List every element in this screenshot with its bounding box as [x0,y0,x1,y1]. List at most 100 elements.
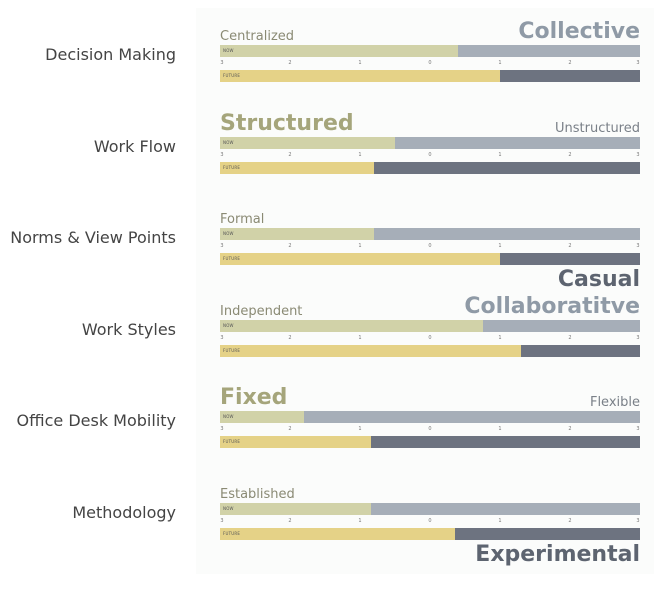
x-tick-label: 2 [568,60,572,66]
future-bar: FUTURE [220,436,640,448]
x-tick-label: 2 [568,151,572,158]
x-tick-label: 1 [498,243,502,249]
now-bar-fill [220,228,374,240]
x-tick-label: 0 [428,151,432,158]
future-bar: FUTURE [220,527,640,540]
x-axis-ticks: 3 2 1 0 1 2 3 [220,426,640,434]
row-label: Office Desk Mobility [16,411,176,430]
x-tick-label: 3 [220,334,224,341]
now-bar-rest [482,319,640,332]
x-tick-label: 3 [220,426,224,432]
left-pole-label: Centralized [220,29,295,44]
row-label: Methodology [72,502,176,522]
x-tick-label: 1 [358,243,362,249]
x-tick-label: 2 [288,334,292,341]
row-label: Norms & View Points [10,228,176,247]
future-bar-rest [454,527,640,540]
future-bar-label: FUTURE [223,73,241,78]
x-tick-label: 3 [636,151,640,158]
x-axis-ticks: 3 2 1 0 1 2 3 [220,152,640,160]
right-pole-label: Collective [518,19,640,44]
left-pole-label: Structured [220,110,354,136]
x-tick-label: 3 [220,243,224,249]
x-tick-label: 2 [288,517,292,524]
left-pole-label: Established [220,486,295,502]
x-tick-label: 3 [636,334,640,341]
future-bar: FUTURE [220,344,640,357]
row-label: Work Flow [93,136,176,156]
x-tick-label: 3 [220,151,224,158]
now-bar-label: NOW [223,505,234,511]
now-bar-label: NOW [223,231,234,236]
x-axis-ticks: 3 2 1 0 1 2 3 [220,243,640,251]
future-bar-rest [521,344,640,357]
x-tick-label: 2 [288,60,292,66]
x-tick-label: 0 [428,334,432,341]
x-tick-label: 1 [358,60,362,66]
x-tick-label: 3 [636,60,640,66]
future-bar-rest [500,70,640,82]
future-bar-fill [220,527,455,540]
future-bar: FUTURE [220,70,640,82]
now-bar-fill [220,411,304,423]
now-bar: NOW [220,502,640,515]
now-bar-rest [374,228,640,240]
row-label: Work Styles [81,319,176,339]
x-tick-label: 1 [498,151,502,158]
now-bar-fill [220,319,483,332]
x-tick-label: 2 [568,517,572,524]
x-tick-label: 1 [358,517,362,524]
now-bar: NOW [220,319,640,332]
future-bar: FUTURE [220,253,640,265]
now-bar: NOW [220,411,640,423]
x-tick-label: 2 [288,426,292,432]
future-bar-fill [220,70,500,82]
x-tick-label: 3 [636,517,640,524]
right-pole-label: Collaboratitve [464,293,640,319]
left-pole-label: Independent [220,303,303,319]
future-bar-fill [220,253,500,265]
x-axis-ticks: 3 2 1 0 1 2 3 [220,518,640,526]
future-bar-fill [220,161,374,174]
now-bar: NOW [220,45,640,57]
x-tick-label: 2 [568,334,572,341]
x-tick-label: 2 [288,151,292,158]
now-bar-rest [458,45,640,57]
future-bar-fill [220,436,371,448]
now-bar-label: NOW [223,414,234,419]
future-bar-label: FUTURE [223,347,241,353]
x-tick-label: 2 [288,243,292,249]
now-bar-fill [220,136,395,149]
x-tick-label: 3 [636,426,640,432]
x-tick-label: 1 [498,426,502,432]
right-pole-label: Casual [557,267,640,292]
x-tick-label: 1 [498,60,502,66]
future-bar-label: FUTURE [223,439,241,444]
x-tick-label: 3 [220,517,224,524]
future-bar-fill [220,344,521,357]
right-pole-label: Flexible [589,395,640,410]
future-bar-rest [500,253,640,265]
now-bar: NOW [220,228,640,240]
now-bar-label: NOW [223,139,234,145]
now-bar-fill [220,45,458,57]
right-pole-label: Experimental [475,541,640,567]
now-bar-rest [395,136,640,149]
x-tick-label: 1 [358,151,362,158]
chart-panel [196,8,654,574]
future-bar-label: FUTURE [223,530,241,536]
x-axis-ticks: 3 2 1 0 1 2 3 [220,60,640,68]
x-tick-label: 3 [636,243,640,249]
left-pole-label: Formal [220,212,265,227]
x-tick-label: 1 [498,517,502,524]
x-tick-label: 0 [428,243,432,249]
future-bar-label: FUTURE [223,256,241,261]
future-bar-rest [374,161,640,174]
now-bar-label: NOW [223,322,234,328]
future-bar-label: FUTURE [223,164,241,170]
now-bar-label: NOW [223,48,234,53]
x-tick-label: 1 [358,426,362,432]
now-bar: NOW [220,136,640,149]
now-bar-rest [370,502,640,515]
left-pole-label: Fixed [220,385,288,410]
